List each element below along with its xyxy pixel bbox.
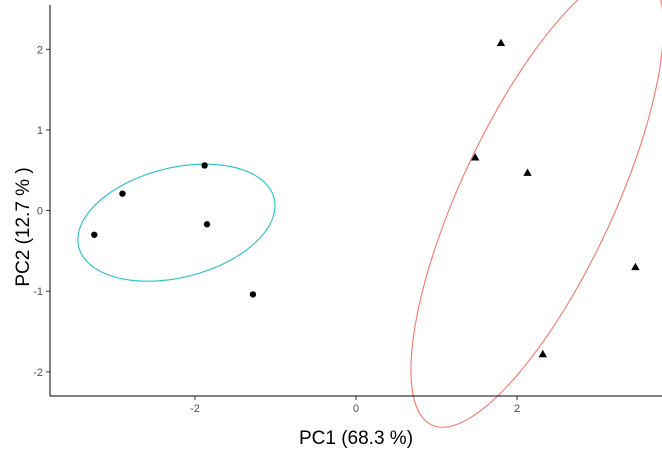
x-axis-title: PC1 (68.3 %) [299,428,413,449]
data-point-circle [119,190,126,197]
data-point-circle [91,231,98,238]
data-point-triangle [523,168,532,176]
data-point-triangle [496,38,506,47]
y-tick-label: 2 [37,44,43,56]
data-point-circle [201,162,208,169]
data-point-triangle [470,153,480,161]
y-tick-label: 1 [37,125,43,137]
x-tick-label: 2 [514,403,520,415]
data-point-triangle [631,262,640,271]
y-tick-label: -1 [33,286,43,298]
y-tick-label: 0 [37,206,43,218]
y-tick-label: -2 [33,367,43,379]
data-point-circle [249,291,257,298]
data-point-circle [203,221,211,228]
data-point-triangle [538,349,548,358]
plot-area [77,0,662,428]
confidence-ellipse-1 [77,163,276,282]
ticks: -2 0 2 -2 -1 0 1 2 [33,44,520,415]
confidence-ellipse-2 [410,0,662,428]
x-tick-label: 0 [353,403,359,415]
x-tick-label: -2 [190,403,200,415]
axes [49,5,662,397]
y-axis-title: PC2 (12.7 % ) [13,167,34,286]
